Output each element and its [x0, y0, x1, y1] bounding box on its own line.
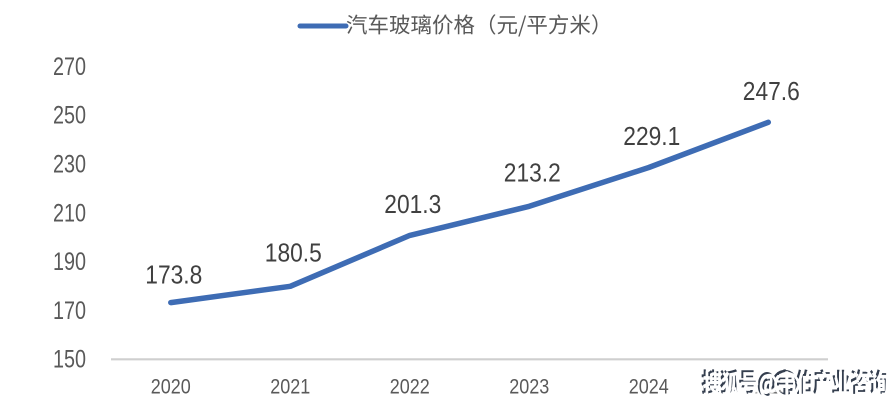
- svg-text:210: 210: [53, 199, 86, 227]
- svg-text:2020: 2020: [151, 375, 191, 399]
- svg-text:170: 170: [53, 297, 86, 325]
- svg-text:270: 270: [53, 53, 86, 81]
- svg-text:2024: 2024: [629, 375, 669, 399]
- svg-text:247.6: 247.6: [743, 76, 800, 106]
- svg-text:229.1: 229.1: [623, 121, 680, 151]
- svg-text:2021: 2021: [270, 375, 310, 399]
- svg-text:190: 190: [53, 248, 86, 276]
- svg-text:250: 250: [53, 102, 86, 130]
- svg-text:230: 230: [53, 151, 86, 179]
- svg-text:180.5: 180.5: [265, 237, 322, 267]
- svg-text:2022: 2022: [390, 375, 430, 399]
- svg-text:201.3: 201.3: [384, 189, 441, 219]
- svg-text:150: 150: [53, 346, 86, 374]
- svg-text:213.2: 213.2: [504, 158, 561, 188]
- svg-text:2023: 2023: [509, 375, 549, 399]
- svg-text:173.8: 173.8: [145, 260, 202, 290]
